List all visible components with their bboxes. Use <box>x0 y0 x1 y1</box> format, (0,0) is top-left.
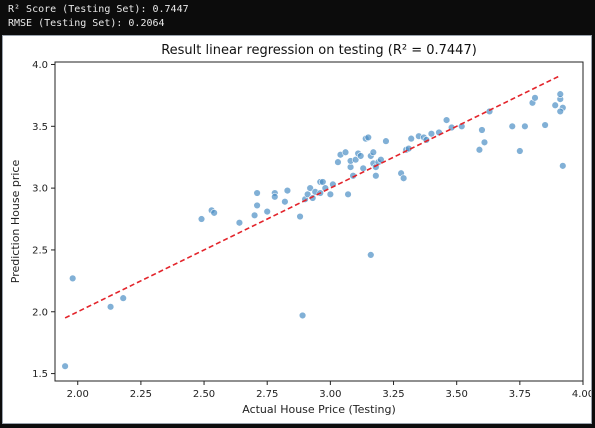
data-point <box>68 274 77 283</box>
data-point <box>351 155 360 164</box>
x-tick-label: 3.00 <box>319 389 341 400</box>
y-axis-label: Prediction House price <box>9 160 22 284</box>
data-point <box>372 172 380 180</box>
x-tick-label: 2.25 <box>130 389 152 400</box>
rmse-line: RMSE (Testing Set): 0.2064 <box>8 18 165 29</box>
data-point <box>346 163 355 171</box>
data-point <box>344 190 352 198</box>
data-point <box>516 147 524 155</box>
data-point <box>475 146 484 154</box>
y-tick-label: 4.0 <box>32 60 48 71</box>
x-tick-label: 3.25 <box>382 389 404 400</box>
x-tick-label: 3.75 <box>509 389 531 400</box>
y-tick-label: 3.5 <box>32 122 48 133</box>
chart-title: Result linear regression on testing (R² … <box>161 43 477 58</box>
data-point <box>377 155 385 164</box>
x-tick-label: 2.50 <box>193 389 215 400</box>
data-point <box>281 198 289 206</box>
data-point <box>326 190 335 198</box>
data-point <box>480 138 489 147</box>
y-tick-label: 2.5 <box>32 245 48 256</box>
y-tick-label: 1.5 <box>32 369 48 380</box>
data-point <box>382 137 390 145</box>
data-point <box>334 158 342 166</box>
data-point <box>559 162 567 170</box>
data-point <box>364 133 372 142</box>
data-point <box>197 215 206 223</box>
scatter-chart: Result linear regression on testing (R² … <box>9 43 591 416</box>
data-point <box>106 303 115 311</box>
data-point <box>296 212 304 221</box>
data-point <box>253 201 261 210</box>
data-point <box>263 207 271 216</box>
data-point <box>341 148 350 156</box>
data-point <box>306 184 314 192</box>
data-point <box>235 219 244 227</box>
data-point <box>356 152 365 160</box>
data-point <box>61 362 69 370</box>
x-axis-ticks: 2.00 2.25 2.50 2.75 3.00 3.25 3.50 3.75 4.00 <box>67 381 591 400</box>
data-point <box>427 130 436 138</box>
data-point <box>551 101 559 109</box>
data-point <box>541 121 549 129</box>
data-point <box>319 178 327 186</box>
data-point <box>531 94 539 102</box>
axes-frame <box>54 61 584 382</box>
data-point <box>210 209 218 217</box>
data-point <box>253 189 261 197</box>
regression-fit-line <box>64 74 561 319</box>
y-tick-label: 2.0 <box>32 307 48 318</box>
data-point <box>359 164 367 173</box>
data-point <box>521 122 529 130</box>
data-point <box>369 148 378 156</box>
y-tick-label: 3.0 <box>32 184 48 195</box>
data-point <box>556 107 564 116</box>
data-point <box>298 311 307 320</box>
data-point <box>508 122 516 130</box>
data-point <box>399 174 408 182</box>
data-point <box>283 186 292 195</box>
data-point <box>458 122 466 130</box>
data-point <box>478 126 486 134</box>
figure-frame: Result linear regression on testing (R² … <box>2 35 592 424</box>
y-axis-ticks: 1.5 2.0 2.5 3.0 3.5 4.0 <box>32 60 55 380</box>
data-point <box>303 190 312 198</box>
x-tick-label: 4.00 <box>572 389 591 400</box>
plot-area <box>61 74 567 370</box>
data-point <box>407 134 415 143</box>
data-point <box>271 193 279 201</box>
x-tick-label: 2.75 <box>256 389 278 400</box>
data-point <box>556 90 564 98</box>
x-tick-label: 2.00 <box>67 389 89 400</box>
x-axis-label: Actual House Price (Testing) <box>242 403 396 416</box>
data-point <box>442 116 451 124</box>
data-point <box>367 251 375 259</box>
x-tick-label: 3.50 <box>446 389 468 400</box>
data-point <box>119 294 127 302</box>
data-point <box>250 211 259 220</box>
r2-score-line: R² Score (Testing Set): 0.7447 <box>8 4 189 15</box>
